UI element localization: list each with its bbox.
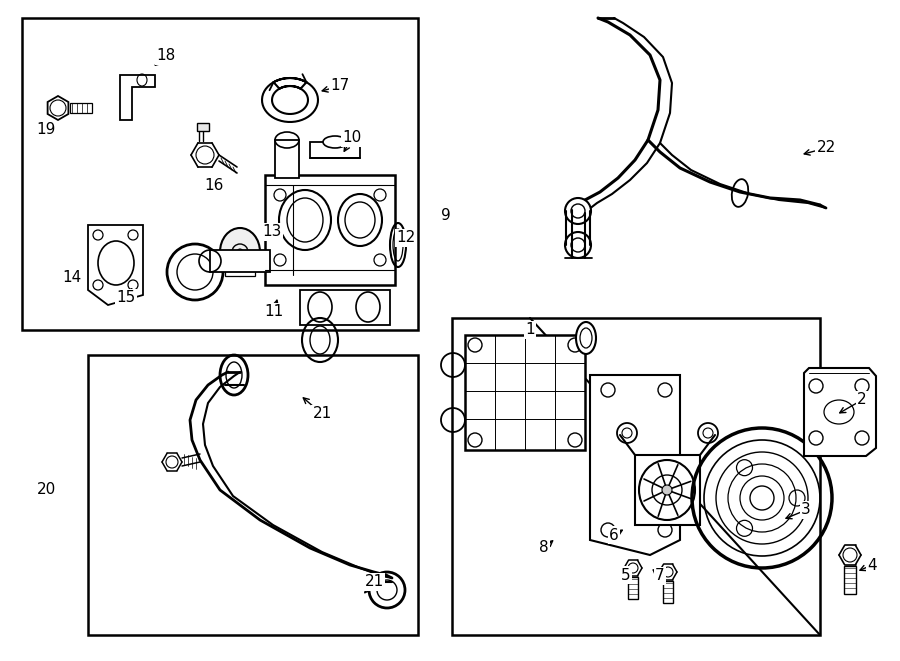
Ellipse shape <box>237 249 243 255</box>
Bar <box>22 18 418 330</box>
Polygon shape <box>804 368 876 456</box>
Bar <box>70 103 92 113</box>
Bar <box>197 123 209 131</box>
Text: 2: 2 <box>857 393 867 407</box>
Text: 17: 17 <box>330 79 349 93</box>
Text: 5: 5 <box>621 568 631 582</box>
Text: 10: 10 <box>342 130 362 145</box>
Bar <box>452 318 820 635</box>
Text: 1: 1 <box>526 323 535 338</box>
Ellipse shape <box>565 232 591 258</box>
Text: 21: 21 <box>312 407 331 422</box>
Bar <box>300 290 390 325</box>
Ellipse shape <box>220 228 260 276</box>
Bar <box>844 566 856 594</box>
Text: 3: 3 <box>801 502 811 518</box>
Polygon shape <box>120 75 155 120</box>
Text: 16: 16 <box>204 178 224 192</box>
Bar <box>210 250 270 272</box>
Text: 7: 7 <box>655 568 665 584</box>
Text: 12: 12 <box>396 231 416 245</box>
Text: 18: 18 <box>157 48 176 63</box>
Bar <box>635 455 700 525</box>
Polygon shape <box>88 225 143 305</box>
Ellipse shape <box>750 486 774 510</box>
Text: 22: 22 <box>816 141 835 155</box>
Text: 8: 8 <box>539 541 549 555</box>
Text: 20: 20 <box>36 483 56 498</box>
Bar <box>275 140 299 178</box>
Text: 19: 19 <box>36 122 56 137</box>
Bar <box>265 175 395 285</box>
Ellipse shape <box>662 485 672 495</box>
Polygon shape <box>310 142 360 158</box>
Text: 11: 11 <box>265 305 284 319</box>
Ellipse shape <box>576 322 596 354</box>
Text: 6: 6 <box>609 527 619 543</box>
Text: 4: 4 <box>868 557 877 572</box>
Text: 14: 14 <box>62 270 82 286</box>
Ellipse shape <box>323 136 347 148</box>
Bar <box>88 355 418 635</box>
Bar <box>465 335 585 450</box>
Text: 9: 9 <box>441 208 451 223</box>
Text: 13: 13 <box>262 225 282 239</box>
Text: 15: 15 <box>116 290 136 305</box>
Bar <box>225 268 255 276</box>
Ellipse shape <box>565 198 591 224</box>
Bar <box>628 577 638 599</box>
Bar <box>663 581 673 603</box>
Polygon shape <box>590 375 680 555</box>
Polygon shape <box>48 96 68 120</box>
Text: 21: 21 <box>364 574 383 590</box>
